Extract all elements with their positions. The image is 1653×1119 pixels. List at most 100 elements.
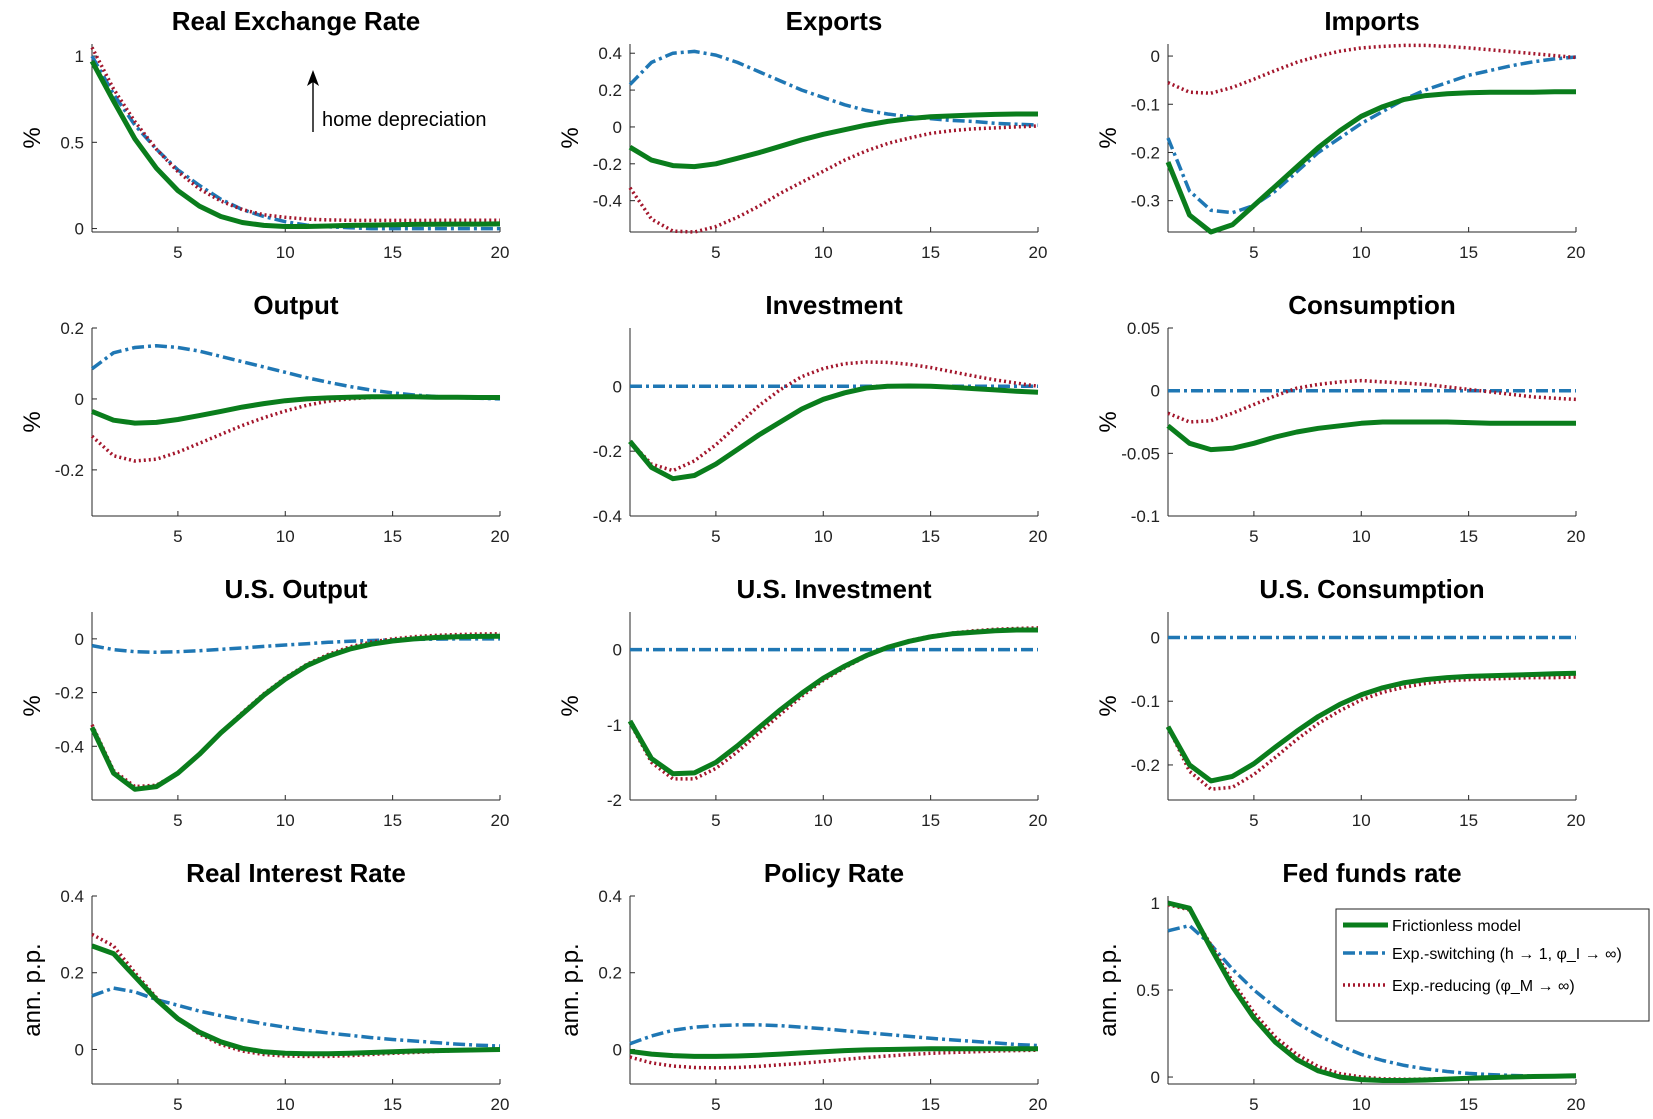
y-tick-label: 0 xyxy=(1151,628,1160,647)
panel-title: Investment xyxy=(765,290,903,320)
panel-title: Exports xyxy=(786,6,883,36)
x-tick-label: 5 xyxy=(173,811,182,830)
panel-title: U.S. Output xyxy=(225,574,368,604)
series-line-frictionless xyxy=(91,943,501,1057)
x-tick-label: 15 xyxy=(1459,811,1478,830)
series-line-exp-switching xyxy=(91,637,500,655)
x-tick-label: 15 xyxy=(921,243,940,262)
series-line-exp-reducing xyxy=(90,46,500,223)
x-tick-label: 10 xyxy=(814,811,833,830)
x-tick-label: 10 xyxy=(814,527,833,546)
x-tick-label: 5 xyxy=(711,811,720,830)
y-tick-label: 0.4 xyxy=(598,44,622,63)
x-tick-label: 10 xyxy=(1352,243,1371,262)
panel-10: Real Interest Rate ann. p.p. 5 10 15 20 0 0.2 0.… xyxy=(19,858,509,1114)
series-line-exp-switching xyxy=(628,49,1039,127)
y-tick-label: -1 xyxy=(607,716,622,735)
panel-12: Fed funds rate ann. p.p. 5 10 15 20 0 0.5 1 xyxy=(1095,858,1585,1114)
panel-9: U.S. Consumption% 5 10 15 20 -0.2 -0.1 0 xyxy=(1095,574,1585,830)
y-tick-label: 0 xyxy=(75,390,84,409)
y-tick-label: 0.2 xyxy=(60,319,84,338)
y-tick-label: -0.4 xyxy=(593,192,622,211)
legend: Frictionless model Exp.-switching (h → 1… xyxy=(1335,908,1650,1022)
legend-label-frictionless: Frictionless model xyxy=(1392,918,1521,935)
series-line-exp-reducing xyxy=(629,1048,1039,1070)
panel-6: Consumption% 5 10 15 20 -0.1 -0.05 0 0.05 xyxy=(1095,290,1585,546)
x-tick-label: 5 xyxy=(711,1095,720,1114)
y-tick-label: 0.2 xyxy=(60,964,84,983)
series-line-frictionless xyxy=(1165,670,1577,784)
series-line-exp-switching xyxy=(90,55,500,231)
y-tick-label: 0.05 xyxy=(1127,319,1160,338)
x-tick-label: 10 xyxy=(1352,1095,1371,1114)
y-tick-label: 0 xyxy=(75,220,84,239)
panel-title: Output xyxy=(253,290,339,320)
x-tick-label: 15 xyxy=(921,1095,940,1114)
y-tick-label: -0.4 xyxy=(593,507,622,526)
y-tick-label: -0.2 xyxy=(593,442,622,461)
y-tick-label: 1 xyxy=(1151,894,1160,913)
panel-11: Policy Rate ann. p.p. 5 10 15 20 0 0.2 0.4 xyxy=(557,858,1047,1114)
y-axis-label: % xyxy=(557,127,584,148)
panel-5: Investment 5 10 15 20 -0.4 -0.2 0 xyxy=(593,290,1048,546)
y-tick-label: 0.4 xyxy=(598,887,622,906)
panel-title: Imports xyxy=(1324,6,1419,36)
x-tick-label: 10 xyxy=(276,811,295,830)
depreciation-annotation: home depreciation xyxy=(307,70,487,132)
series-line-frictionless xyxy=(629,1046,1038,1059)
y-axis-label: % xyxy=(557,695,584,716)
x-tick-label: 20 xyxy=(1029,527,1048,546)
y-tick-label: 0.2 xyxy=(598,964,622,983)
x-tick-label: 15 xyxy=(383,811,402,830)
x-tick-label: 10 xyxy=(276,527,295,546)
panel-8: U.S. Investment% 5 10 15 20 -2 -1 0 xyxy=(557,574,1047,830)
y-tick-label: 0 xyxy=(1151,382,1160,401)
x-tick-label: 15 xyxy=(383,243,402,262)
legend-box xyxy=(1335,908,1650,1022)
x-tick-label: 5 xyxy=(173,1095,182,1114)
x-tick-label: 15 xyxy=(1459,243,1478,262)
series-line-frictionless xyxy=(1166,419,1576,453)
x-tick-label: 15 xyxy=(1459,527,1478,546)
y-axis-label: % xyxy=(1095,411,1122,432)
series-line-frictionless xyxy=(89,60,501,229)
x-tick-label: 10 xyxy=(276,1095,295,1114)
series-line-frictionless xyxy=(91,394,500,426)
y-axis-label: % xyxy=(19,411,46,432)
y-axis-label: % xyxy=(19,127,46,148)
series-line-exp-reducing xyxy=(628,124,1039,234)
x-tick-label: 15 xyxy=(1459,1095,1478,1114)
panels-group: Real Exchange Rate%5 10 15 2000.51Exports%5… xyxy=(19,6,1585,1114)
y-tick-label: -0.4 xyxy=(55,737,84,756)
x-tick-label: 15 xyxy=(921,811,940,830)
y-tick-label: -0.05 xyxy=(1121,444,1160,463)
panel-1: Real Exchange Rate% 5 10 15 20 0 0.5 1 xyxy=(19,6,509,262)
series-line-exp-reducing xyxy=(628,360,1039,473)
panel-title: Consumption xyxy=(1288,290,1456,320)
series-line-exp-reducing xyxy=(1167,43,1577,95)
x-tick-label: 20 xyxy=(491,243,510,262)
y-tick-label: 0 xyxy=(75,630,84,649)
panel-4: Output% 5 10 15 20 -0.2 0 0.2 xyxy=(19,290,509,546)
annotation-text: home depreciation xyxy=(322,109,487,131)
x-tick-label: 20 xyxy=(1029,1095,1048,1114)
x-tick-label: 15 xyxy=(921,527,940,546)
panel-title: Policy Rate xyxy=(764,858,904,888)
y-tick-label: 0.5 xyxy=(60,133,84,152)
y-axis-label: ann. p.p. xyxy=(19,943,46,1036)
y-tick-label: -0.1 xyxy=(1131,507,1160,526)
panel-title: Fed funds rate xyxy=(1282,858,1461,888)
y-tick-label: 0 xyxy=(75,1040,84,1059)
x-tick-label: 20 xyxy=(491,1095,510,1114)
series-line-exp-reducing xyxy=(90,632,501,789)
arrow-up-icon xyxy=(307,70,319,86)
y-tick-label: 0 xyxy=(613,641,622,660)
y-tick-label: 0.2 xyxy=(598,81,622,100)
y-tick-label: -2 xyxy=(607,791,622,810)
panel-title: U.S. Consumption xyxy=(1259,574,1484,604)
series-line-frictionless xyxy=(1165,89,1576,235)
series-line-frictionless xyxy=(89,633,501,792)
y-tick-label: 0 xyxy=(613,118,622,137)
y-tick-label: -0.3 xyxy=(1131,192,1160,211)
panel-title: U.S. Investment xyxy=(736,574,931,604)
